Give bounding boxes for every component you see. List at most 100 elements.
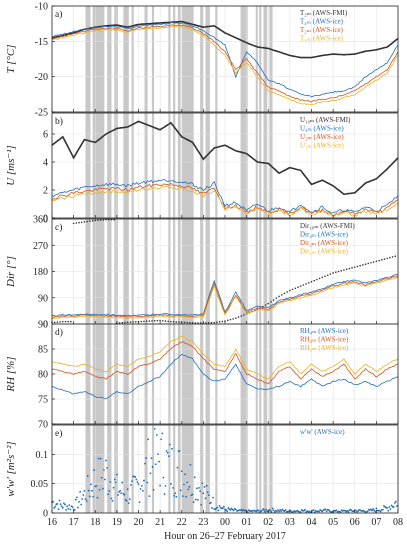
data-point [286,291,288,293]
data-point [226,510,229,513]
y-tick-label: 85 [38,345,48,356]
data-point [117,494,119,496]
data-point [310,280,313,283]
data-point [74,498,77,501]
data-point [130,484,132,486]
data-point [197,498,199,501]
data-point [218,504,221,507]
data-point [164,485,167,487]
data-point [150,457,153,460]
y-tick-label: 75 [38,395,48,406]
data-point [82,494,85,496]
data-point [181,495,184,498]
data-point [375,260,378,263]
data-point [193,476,196,479]
shaded-period [107,425,112,513]
data-point [86,220,88,223]
shaded-period [131,113,134,218]
data-point [128,498,131,501]
data-point [373,509,376,512]
data-point [225,508,227,511]
data-point [212,496,215,499]
shaded-period [259,6,262,112]
y-tick-label: 80 [38,370,48,381]
data-point [59,321,61,323]
data-point [64,503,66,506]
data-point [283,510,286,513]
data-point [175,496,178,498]
data-point [136,481,139,483]
data-point [332,272,334,274]
shaded-period [255,6,258,112]
data-point [165,450,168,452]
data-point [316,278,318,281]
shaded-period [200,6,203,112]
shaded-period [173,425,176,513]
panel-a: -25 -20 -15 -10 T [°C] a) T₂ₘ (AWS-FMI)T₄ₘ (AW… [5,2,399,119]
data-point [78,221,80,224]
x-tick-label: 08 [393,517,403,528]
data-point [188,485,191,488]
data-point [77,506,79,509]
x-tick-label: 05 [328,517,338,528]
legend-entry: T₁ₘ (AWS-ice) [300,35,344,43]
data-point [140,320,143,323]
data-point [62,320,64,323]
data-point [353,266,356,268]
data-point [66,505,69,508]
data-point [270,300,272,303]
shaded-period [240,425,248,513]
data-point [149,472,152,475]
series-a-3 [51,25,399,105]
data-point [329,273,332,275]
data-point [380,259,383,261]
data-point [108,490,111,492]
data-point [191,493,194,496]
data-point [115,473,118,476]
data-point [52,500,54,503]
panel-e: 0 0.05 0.1 w'w' [m²s⁻²] e) w'w' (AWS-ice) [5,424,399,520]
series-c-0 [51,218,397,324]
data-point [92,495,94,498]
data-point [178,450,181,452]
data-point [109,481,112,483]
shaded-period [215,425,218,513]
legend-entry: w'w' (AWS-ice) [300,428,345,436]
data-point [56,321,59,323]
shaded-period [151,425,155,513]
y-axis-label: RH [%] [5,356,17,392]
data-point [135,478,138,481]
data-point [272,299,275,301]
data-point [97,457,100,460]
shaded-period [255,425,258,513]
data-point [391,256,394,258]
data-point [98,488,101,491]
data-point [318,510,320,513]
shaded-period [92,425,105,513]
y-tick-label: -10 [35,2,48,13]
data-point [194,322,197,324]
shaded-period [173,6,176,112]
data-point [371,509,373,512]
data-point [280,294,283,296]
legend-entry: RH₂ₘ (AWS-ice) [300,336,349,344]
shaded-period [168,6,171,112]
y-tick-label: 90 [38,293,48,304]
data-point [58,499,61,502]
data-point [159,484,162,487]
y-axis-label: T [°C] [5,45,17,74]
shaded-period [131,425,134,513]
data-point [148,320,151,322]
data-point [174,492,177,495]
data-point [374,510,377,513]
data-point [243,314,245,316]
data-point [139,488,142,490]
series-d-1 [51,341,399,385]
data-point [154,463,157,466]
data-point [156,319,159,322]
shaded-period [144,6,148,112]
data-point [192,501,195,503]
data-point [389,508,392,511]
data-point [227,507,230,509]
data-point [83,489,86,492]
